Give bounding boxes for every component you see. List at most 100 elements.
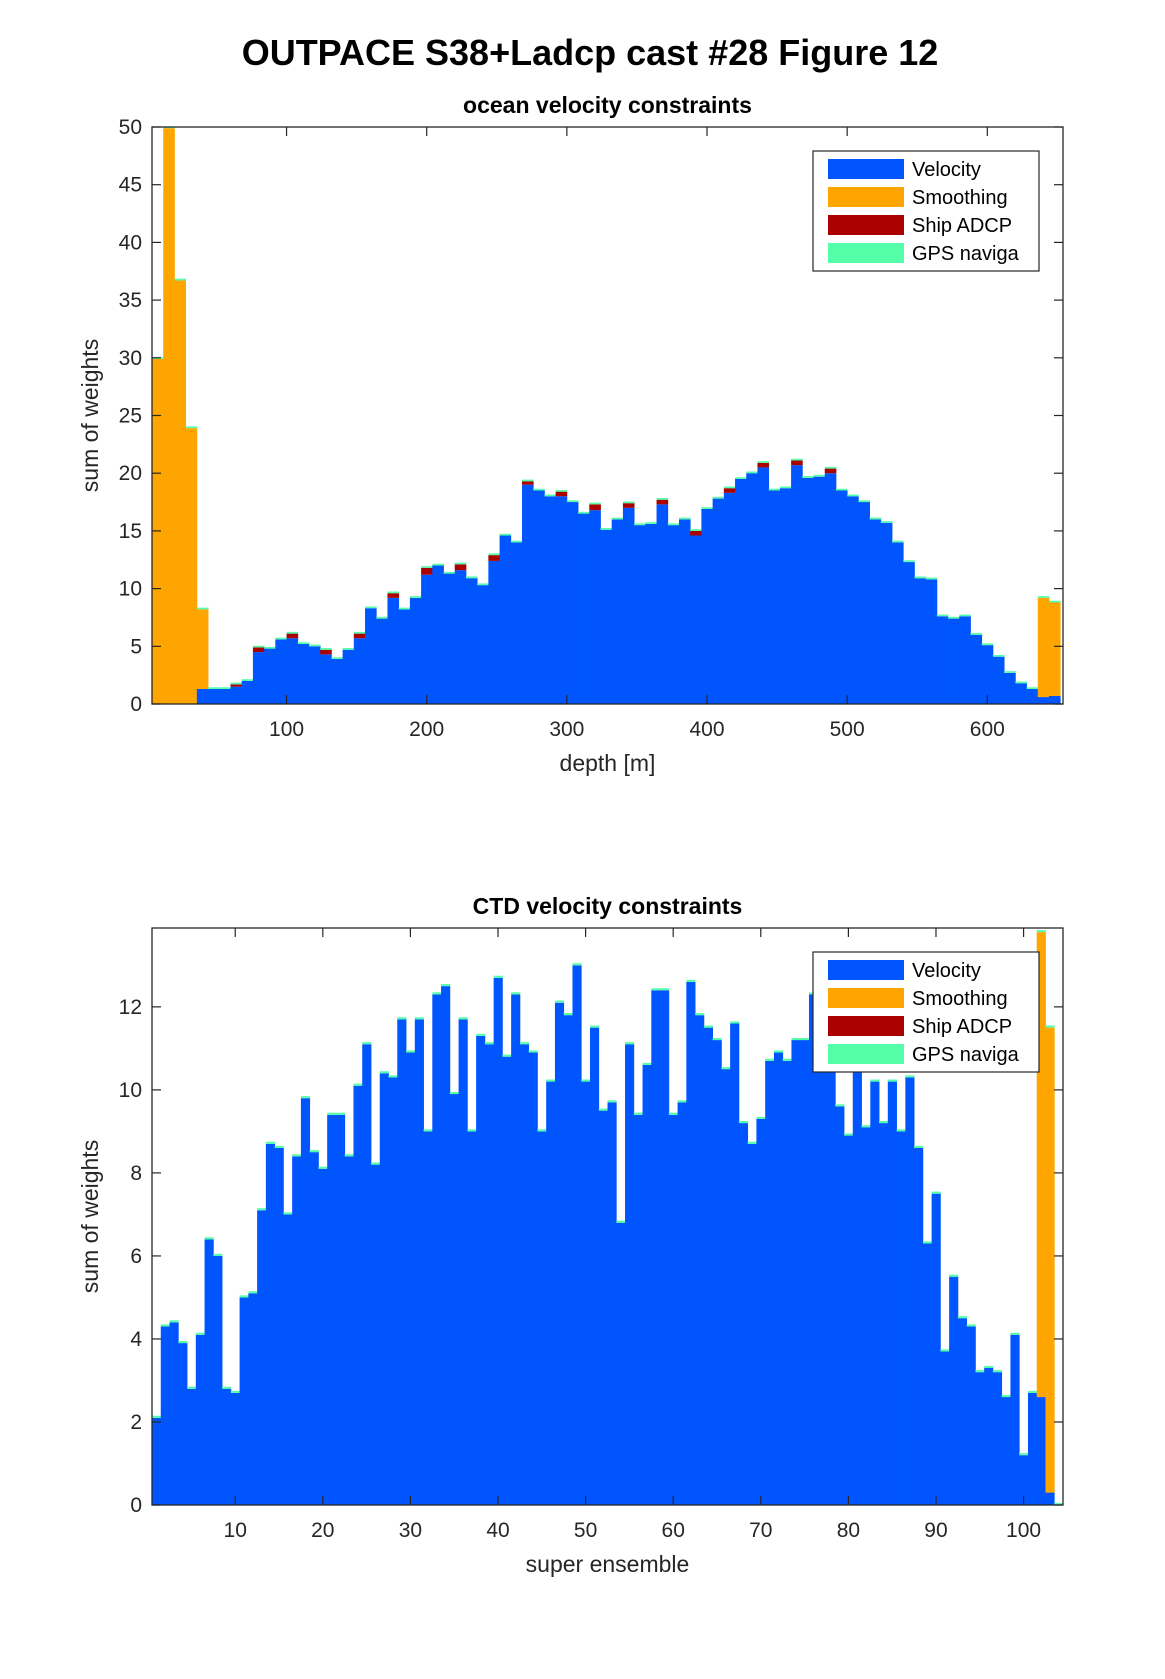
bar-velocity: [423, 1131, 433, 1505]
bar-gps-naviga: [1026, 687, 1039, 689]
bar-gps-naviga: [1048, 600, 1061, 603]
bar-velocity: [519, 1044, 530, 1505]
x-axis-label: depth [m]: [560, 750, 656, 776]
bar-gps-naviga: [511, 992, 521, 995]
bar-velocity: [297, 643, 310, 704]
bar-gps-naviga: [152, 1415, 162, 1418]
bar-velocity: [642, 1064, 652, 1505]
bar-ship-adcp: [230, 684, 243, 687]
legend-swatch-velocity: [828, 960, 904, 980]
bar-gps-naviga: [493, 975, 503, 978]
bar-velocity: [634, 525, 646, 704]
x-tick-label: 80: [837, 1519, 860, 1542]
bar-gps-naviga: [600, 528, 613, 530]
x-tick-label: 60: [662, 1519, 685, 1542]
bar-velocity: [914, 1148, 924, 1505]
bar-velocity: [1001, 1397, 1011, 1505]
bar-gps-naviga: [465, 576, 478, 579]
bar-gps-naviga: [589, 502, 601, 505]
bar-gps-naviga: [970, 633, 983, 635]
bar-velocity: [782, 1060, 792, 1505]
y-tick-label: 30: [119, 347, 142, 370]
bar-gps-naviga: [656, 498, 669, 500]
bar-gps-naviga: [835, 488, 848, 491]
bar-velocity: [449, 1094, 459, 1505]
bar-velocity: [546, 1081, 556, 1505]
bar-gps-naviga: [936, 614, 949, 617]
legend-swatch-smoothing: [828, 187, 904, 207]
bar-gps-naviga: [914, 1145, 924, 1149]
bar-gps-naviga: [318, 1166, 328, 1169]
bar-velocity: [477, 585, 489, 704]
bar-velocity: [847, 496, 859, 704]
chart-title: CTD velocity constraints: [473, 893, 743, 919]
bar-gps-naviga: [421, 566, 433, 568]
bar-gps-naviga: [297, 642, 310, 644]
bar-velocity: [869, 519, 882, 704]
bar-velocity: [265, 1143, 276, 1505]
axes-box: [151, 927, 1064, 1506]
bar-gps-naviga: [432, 563, 444, 566]
y-tick-label: 6: [130, 1245, 142, 1268]
bar-gps-naviga: [454, 562, 467, 565]
bar-velocity: [252, 652, 265, 704]
y-tick-label: 25: [119, 405, 142, 428]
bar-velocity: [331, 658, 344, 704]
bar-velocity: [414, 1019, 424, 1505]
bar-gps-naviga: [660, 988, 670, 991]
bar-gps-naviga: [502, 1054, 512, 1057]
bar-velocity: [896, 1131, 906, 1505]
bar-velocity: [398, 609, 411, 704]
bar-gps-naviga: [537, 1129, 547, 1132]
bar-velocity: [458, 1019, 468, 1505]
bar-gps-naviga: [275, 637, 287, 640]
bar-velocity: [949, 1276, 959, 1505]
bar-gps-naviga: [633, 1112, 643, 1115]
bar-velocity: [441, 986, 451, 1505]
bar-velocity: [365, 608, 377, 704]
bar-velocity: [274, 1148, 284, 1505]
bar-smoothing: [1037, 597, 1050, 698]
bar-velocity: [695, 1015, 705, 1505]
bar-gps-naviga: [331, 657, 344, 659]
bar-gps-naviga: [230, 682, 243, 685]
bar-gps-naviga: [879, 1121, 889, 1124]
bar-ship-adcp: [824, 468, 837, 474]
bar-velocity: [178, 1343, 188, 1505]
x-tick-label: 600: [970, 718, 1005, 741]
bar-velocity: [747, 1143, 757, 1505]
bar-gps-naviga: [578, 511, 590, 514]
bar-gps-naviga: [645, 522, 657, 524]
legend-swatch-gps_navigation: [828, 243, 904, 263]
bar-gps-naviga: [835, 1104, 845, 1107]
bar-gps-naviga: [1037, 596, 1050, 598]
bar-velocity: [554, 1002, 565, 1505]
y-tick-label: 50: [119, 116, 142, 139]
bar-velocity: [286, 638, 299, 704]
bar-ship-adcp: [387, 593, 400, 598]
bar-gps-naviga: [467, 1129, 477, 1132]
bar-velocity: [208, 689, 220, 704]
bar-velocity: [802, 477, 814, 704]
bar-velocity: [970, 634, 983, 704]
bar-velocity: [1004, 672, 1016, 704]
bar-velocity: [476, 1035, 486, 1505]
bar-velocity: [563, 1015, 573, 1505]
bar-gps-naviga: [757, 461, 770, 463]
bar-velocity: [342, 649, 355, 704]
bar-velocity: [406, 1052, 416, 1505]
bar-smoothing: [1036, 932, 1046, 1398]
bar-gps-naviga: [668, 1112, 678, 1115]
bar-ship-adcp: [454, 564, 467, 571]
bar-velocity: [241, 680, 254, 704]
bar-smoothing: [174, 280, 187, 704]
bar-gps-naviga: [423, 1129, 433, 1132]
figure-title: OUTPACE S38+Ladcp cast #28 Figure 12: [242, 32, 939, 73]
bar-gps-naviga: [802, 476, 814, 478]
legend-swatch-gps_navigation: [828, 1044, 904, 1064]
bar-velocity: [668, 1114, 678, 1505]
bar-velocity: [533, 490, 545, 704]
bar-velocity: [625, 1044, 635, 1505]
bar-gps-naviga: [1010, 1332, 1020, 1335]
bar-velocity: [701, 508, 714, 704]
